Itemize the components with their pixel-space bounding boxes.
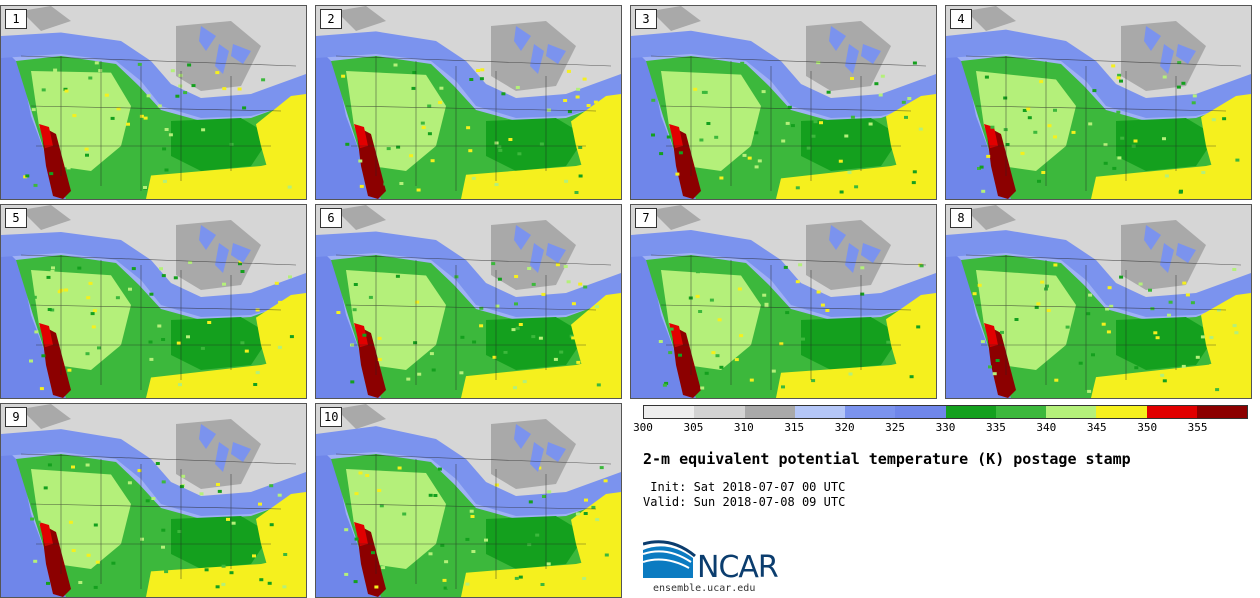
color-bar (643, 405, 1248, 419)
color-bar-tick-label: 330 (935, 421, 956, 434)
theta-e-map (946, 6, 1251, 199)
logo-url: ensemble.ucar.edu (653, 583, 756, 594)
theta-e-map (316, 404, 621, 597)
theta-e-map (631, 205, 936, 398)
theta-e-map (631, 6, 936, 199)
color-bar-segment (1196, 406, 1247, 418)
color-bar-segment (845, 406, 896, 418)
color-bar-segment (995, 406, 1046, 418)
stamp-panel-8: 8 (945, 204, 1252, 399)
color-bar-segment (744, 406, 795, 418)
color-bar-tick-label: 315 (784, 421, 805, 434)
color-bar-segment (1146, 406, 1197, 418)
stamp-panel-4: 4 (945, 5, 1252, 200)
color-bar-segment (1096, 406, 1147, 418)
color-bar-segment (644, 406, 695, 418)
stamp-panel-1: 1 (0, 5, 307, 200)
theta-e-map (1, 205, 306, 398)
theta-e-map (316, 205, 621, 398)
color-bar-tick-label: 310 (733, 421, 754, 434)
stamp-number: 3 (635, 9, 657, 29)
logo-text: NCAR (697, 550, 779, 585)
init-time: Init: Sat 2018-07-07 00 UTC (643, 480, 846, 494)
color-bar-tick-label: 345 (1086, 421, 1107, 434)
theta-e-map (946, 205, 1251, 398)
color-bar-segment (694, 406, 745, 418)
stamp-panel-10: 10 (315, 403, 622, 598)
color-bar-tick-label: 320 (834, 421, 855, 434)
stamp-number: 9 (5, 407, 27, 427)
stamp-number: 7 (635, 208, 657, 228)
color-bar-tick-label: 335 (985, 421, 1006, 434)
color-bar-ticks: 300 305 310 315 320 325 330 335 340 345 350 355 (633, 421, 1248, 435)
color-bar-tick-label: 355 (1187, 421, 1208, 434)
stamp-panel-6: 6 (315, 204, 622, 399)
color-bar-segment (794, 406, 845, 418)
color-bar-tick-label: 340 (1036, 421, 1057, 434)
stamp-number: 10 (320, 407, 343, 427)
stamp-number: 8 (950, 208, 972, 228)
stamp-number: 1 (5, 9, 27, 29)
stamp-number: 4 (950, 9, 972, 29)
valid-time: Valid: Sun 2018-07-08 09 UTC (643, 495, 846, 509)
stamp-panel-9: 9 (0, 403, 307, 598)
stamp-panel-5: 5 (0, 204, 307, 399)
color-bar-segment (895, 406, 946, 418)
theta-e-map (1, 6, 306, 199)
theta-e-map (316, 6, 621, 199)
stamp-panel-2: 2 (315, 5, 622, 200)
ncar-logo-icon (643, 540, 696, 578)
stamp-panel-3: 3 (630, 5, 937, 200)
stamp-number: 2 (320, 9, 342, 29)
color-bar-tick-label: 300 (633, 421, 653, 434)
color-bar-segment (1046, 406, 1097, 418)
figure-title: 2-m equivalent potential temperature (K)… (643, 450, 1131, 468)
stamp-number: 6 (320, 208, 342, 228)
stamp-panel-7: 7 (630, 204, 937, 399)
stamp-number: 5 (5, 208, 27, 228)
color-bar-tick-label: 325 (885, 421, 906, 434)
color-bar-segment (945, 406, 996, 418)
color-bar-tick-label: 305 (683, 421, 704, 434)
color-bar-tick-label: 350 (1137, 421, 1158, 434)
theta-e-map (1, 404, 306, 597)
